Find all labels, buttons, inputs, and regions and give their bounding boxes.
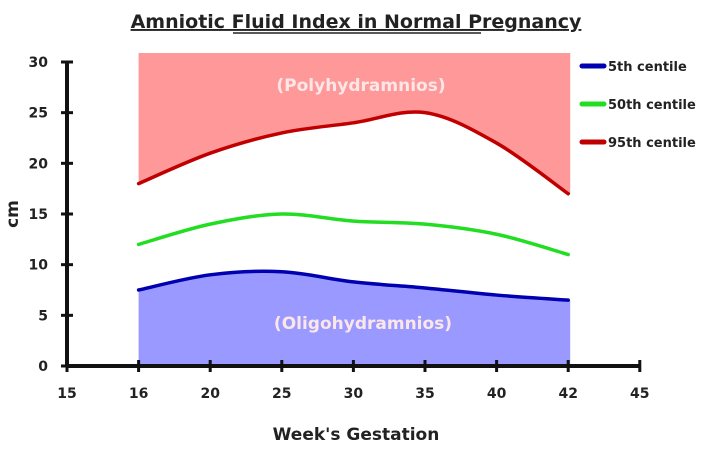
y-tick-label: 5 (38, 308, 48, 324)
x-tick-label: 45 (630, 386, 649, 402)
x-tick-label: 20 (200, 386, 220, 402)
chart-title: Amniotic Fluid Index in Normal Pregnancy (131, 11, 582, 33)
x-axis-label: Week's Gestation (273, 425, 440, 445)
y-tick-label: 25 (29, 106, 48, 122)
x-tick-label: 40 (487, 386, 507, 402)
legend-item: 5th centile (579, 60, 687, 75)
x-tick-label: 16 (129, 386, 148, 402)
x-tick-label: 15 (57, 386, 76, 402)
y-tick-label: 30 (29, 55, 49, 71)
x-tick-label: 35 (415, 386, 434, 402)
x-tick-label: 25 (272, 386, 291, 402)
y-tick-label: 10 (29, 258, 49, 274)
axes: 0 5 10 15 20 25 30 15 16 20 25 30 35 40 42 45 (29, 55, 650, 402)
oligohydramnios-region (138, 271, 571, 366)
y-tick-label: 20 (29, 156, 49, 172)
legend-label: 5th centile (608, 60, 687, 75)
polyhydramnios-region (138, 53, 571, 194)
centile-lines (136, 110, 570, 302)
y-tick-label: 15 (29, 207, 48, 223)
legend-item: 95th centile (579, 136, 696, 151)
y-tick-label: 0 (38, 359, 48, 375)
x-tick-label: 42 (558, 386, 577, 402)
polyhydramnios-label: (Polyhydramnios) (276, 76, 445, 96)
x-tick-label: 30 (344, 386, 364, 402)
y-axis-label: cm (3, 200, 23, 228)
legend-label: 50th centile (608, 98, 696, 113)
shaded-regions (138, 53, 571, 366)
series-line-95th-centile (136, 110, 570, 196)
legend-label: 95th centile (608, 136, 696, 151)
legend-item: 50th centile (579, 98, 696, 113)
series-line-5th-centile (136, 269, 570, 302)
legend: 5th centile 50th centile 95th centile (579, 60, 696, 151)
oligohydramnios-label: (Oligohydramnios) (274, 314, 452, 334)
series-line-50th-centile (136, 212, 570, 257)
